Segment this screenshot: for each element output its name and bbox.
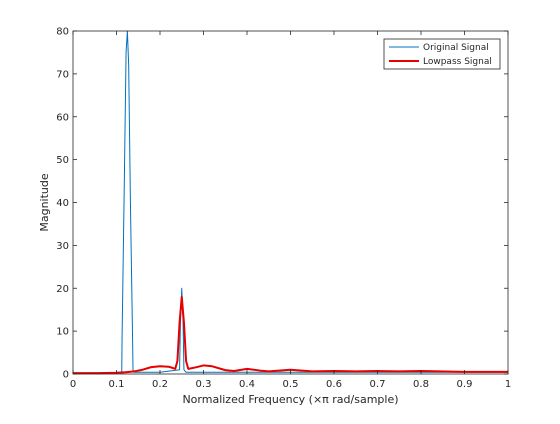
x-tick-label: 0.4 [239,379,255,390]
x-tick-label: 0.8 [413,379,429,390]
x-tick-label: 0.6 [326,379,342,390]
x-tick-label: 0.3 [196,379,212,390]
legend: Original Signal Lowpass Signal [383,38,501,70]
y-tick-label: 60 [56,112,69,123]
legend-label-original: Original Signal [423,43,489,53]
x-tick-label: 1 [505,379,511,390]
y-axis-label: Magnitude [38,173,51,232]
x-axis-label: Normalized Frequency (×π rad/sample) [182,393,398,406]
legend-label-lowpass: Lowpass Signal [423,57,492,67]
y-tick-label: 40 [56,198,69,209]
x-tick-label: 0.5 [283,379,299,390]
x-tick-label: 0.1 [109,379,125,390]
ticks-layer: 0 0.1 0.2 0.3 0.4 0.5 0.6 0.7 0.8 0.9 101020304050… [56,27,511,391]
x-tick-label: 0.2 [152,379,168,390]
y-tick-label: 80 [56,27,69,38]
y-tick-label: 70 [56,69,69,80]
y-tick-label: 10 [56,327,69,338]
series-line-original [72,30,508,374]
x-tick-label: 0.9 [457,379,473,390]
y-tick-label: 50 [56,155,69,166]
y-tick-label: 0 [63,370,69,381]
series-line-lowpass [73,295,508,375]
plot-area [73,31,508,374]
legend-box [383,38,501,70]
y-tick-label: 20 [56,284,69,295]
x-tick-label: 0 [70,379,76,390]
series-layer [72,30,508,375]
x-tick-label: 0.7 [370,379,386,390]
y-tick-label: 30 [56,241,69,252]
